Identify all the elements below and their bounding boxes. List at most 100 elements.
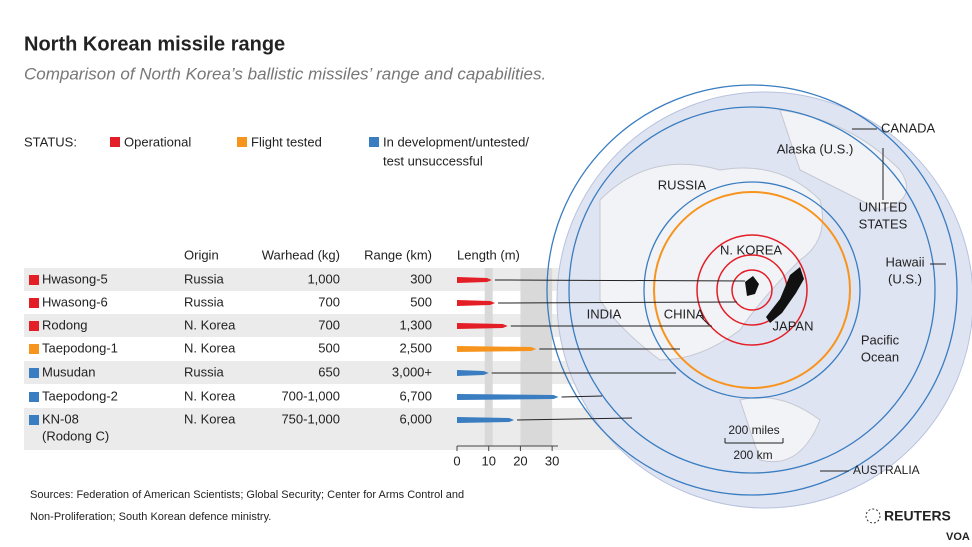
cell: Russia <box>184 364 225 379</box>
landmass <box>779 109 908 211</box>
missile-name: Taepodong-1 <box>42 340 118 355</box>
missile-bar <box>457 394 559 400</box>
range-rings <box>546 84 958 496</box>
row-bg <box>24 337 624 360</box>
legend-text: Flight tested <box>251 134 322 149</box>
legend-swatch <box>110 137 120 147</box>
leader-line <box>494 279 746 282</box>
row-bg <box>24 314 624 337</box>
cell: Russia <box>184 294 225 309</box>
cell: 500 <box>318 340 340 355</box>
north-korea <box>745 276 759 296</box>
cell: 700 <box>318 317 340 332</box>
missile-bar <box>457 323 508 329</box>
leader-line <box>517 417 633 421</box>
cell: 2,500 <box>399 340 432 355</box>
status-icon <box>29 298 39 308</box>
x-tick-label: 10 <box>481 453 495 468</box>
x-tick-label: 0 <box>453 453 460 468</box>
scale-bar <box>724 438 784 444</box>
map-label: 200 miles <box>728 423 779 437</box>
x-tick-label: 20 <box>513 453 527 468</box>
cell: 700 <box>318 294 340 309</box>
legend-swatch <box>237 137 247 147</box>
legend-text: Operational <box>124 134 191 149</box>
map-label: AUSTRALIA <box>853 463 920 477</box>
legend-swatch <box>369 137 379 147</box>
missile-bar <box>457 417 515 423</box>
cell: Russia <box>184 271 225 286</box>
cell: 1,300 <box>399 317 432 332</box>
status-icon <box>29 275 39 285</box>
map-label: UNITED <box>859 199 907 214</box>
map-label: N. KOREA <box>720 242 782 257</box>
leader-line <box>561 395 603 398</box>
map-label: Pacific <box>861 332 900 347</box>
cell: 1,000 <box>307 271 340 286</box>
map-label: STATES <box>859 216 908 231</box>
cell: 700-1,000 <box>281 388 340 403</box>
legend-text: In development/untested/ <box>383 134 529 149</box>
leader-lines <box>699 128 946 472</box>
missile-name: (Rodong C) <box>42 428 109 443</box>
map-label: CANADA <box>881 120 936 135</box>
legend-label: STATUS: <box>24 134 77 149</box>
title: North Korean missile range <box>24 33 285 55</box>
row-bg <box>24 268 624 291</box>
sources: Sources: Federation of American Scientis… <box>30 489 464 501</box>
band <box>484 268 493 446</box>
map-label: Alaska (U.S.) <box>777 141 854 156</box>
logo: REUTERS <box>884 508 951 524</box>
sources: Non-Proliferation; South Korean defence … <box>30 511 271 523</box>
map-label: (U.S.) <box>888 271 922 286</box>
logo-mark <box>865 508 881 524</box>
column-header: Origin <box>184 247 219 262</box>
status-icon <box>29 344 39 354</box>
missile-bar <box>457 300 496 306</box>
subtitle: Comparison of North Korea’s ballistic mi… <box>24 64 546 83</box>
missile-name: Hwasong-6 <box>42 294 108 309</box>
map-label: Hawaii <box>885 254 924 269</box>
cell: N. Korea <box>184 340 236 355</box>
row-bg <box>24 385 624 408</box>
missile-name: Hwasong-5 <box>42 271 108 286</box>
cell: 500 <box>410 294 432 309</box>
map-label: JAPAN <box>773 318 814 333</box>
missile-name: Taepodong-2 <box>42 388 118 403</box>
status-icon <box>29 392 39 402</box>
x-tick-label: 30 <box>545 453 559 468</box>
leader-line <box>498 301 738 304</box>
status-icon <box>29 321 39 331</box>
cell: 650 <box>318 364 340 379</box>
map-label: CHINA <box>664 306 705 321</box>
column-header: Range (km) <box>364 247 432 262</box>
cell: N. Korea <box>184 411 236 426</box>
missile-name: KN-08 <box>42 411 79 426</box>
missile-name: Rodong <box>42 317 88 332</box>
missile-bar <box>457 370 489 376</box>
column-header: Warhead (kg) <box>262 247 340 262</box>
row-bg <box>24 361 624 384</box>
cell: N. Korea <box>184 317 236 332</box>
missile-bar <box>457 346 537 352</box>
map-label: Ocean <box>861 349 899 364</box>
map-label: RUSSIA <box>658 177 707 192</box>
status-icon <box>29 415 39 425</box>
row-bg <box>24 291 624 314</box>
credit: VOA <box>946 531 970 543</box>
japan <box>766 267 804 323</box>
map-label: INDIA <box>587 306 622 321</box>
cell: 3,000+ <box>392 364 432 379</box>
map-label: 200 km <box>733 448 772 462</box>
status-icon <box>29 368 39 378</box>
cell: 6,700 <box>399 388 432 403</box>
missile-name: Musudan <box>42 364 95 379</box>
cell: 750-1,000 <box>281 411 340 426</box>
legend-text: test unsuccessful <box>383 153 483 168</box>
cell: 300 <box>410 271 432 286</box>
missile-bar <box>457 277 492 283</box>
axis-title: Length (m) <box>457 247 520 262</box>
cell: N. Korea <box>184 388 236 403</box>
cell: 6,000 <box>399 411 432 426</box>
